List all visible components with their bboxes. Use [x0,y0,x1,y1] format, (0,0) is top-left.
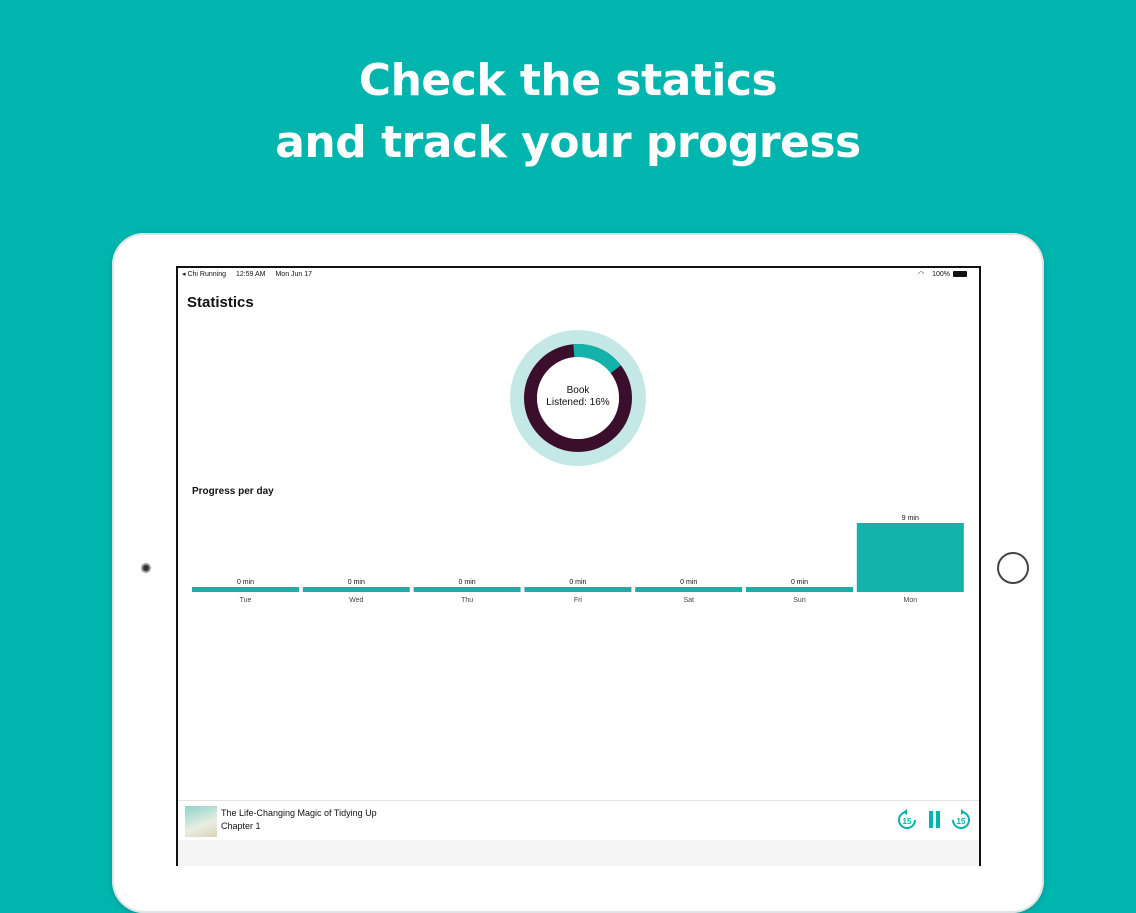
x-tick-label: Sun [793,597,806,604]
svg-text:15: 15 [957,817,966,826]
page-title: Statistics [187,294,254,311]
bar-mon [856,523,964,592]
donut-label: Book Listened: 16% [530,385,626,409]
skip-forward-15-button[interactable]: 15 [950,809,972,831]
status-bar: ◂ Chi Running 12:59 AM Mon Jun 17 ◠ 100% [182,270,975,280]
progress-bar-chart: 0 min Tue 0 min Wed 0 min Thu 0 min Fri 0 min Sat… [192,515,964,604]
headline-line-1: Check the statics [358,55,778,106]
headline: Check the statics and track your progres… [0,50,1136,174]
donut-progress-arc [524,344,632,452]
back-to-app-link[interactable]: ◂ Chi Running [182,271,226,278]
status-date: Mon Jun 17 [275,271,313,278]
camera-icon [141,563,151,573]
bar-value-label: 0 min [680,579,697,586]
svg-text:15: 15 [903,817,912,826]
status-time: 12:59 AM [235,271,266,278]
bar-sat [635,587,743,592]
bar-sun [746,587,853,592]
donut-center [537,357,619,439]
bar-value-label: 0 min [459,579,476,586]
headline-line-2: and track your progress [275,117,861,168]
x-tick-label: Wed [349,597,363,604]
x-tick-label: Mon [903,597,917,604]
donut-label-line-2: Listened: 16% [546,397,610,408]
wifi-icon: ◠ [917,271,925,278]
bar-value-label: 0 min [348,579,365,586]
book-progress-donut [510,330,646,466]
bar-value-label: 0 min [569,579,586,586]
skip-back-15-button[interactable]: 15 [896,809,918,831]
donut-label-line-1: Book [566,385,590,396]
app-screen: ◂ Chi Running 12:59 AM Mon Jun 17 ◠ 100% … [176,266,981,866]
bar-wed [302,587,410,592]
progress-per-day-title: Progress per day [192,486,274,497]
x-tick-label: Thu [461,597,473,604]
player-book-title: The Life-Changing Magic of Tidying Up [221,808,377,818]
book-cover [185,806,217,837]
tab-bar [178,840,979,866]
bar-value-label: 0 min [237,579,254,586]
mini-player[interactable]: The Life-Changing Magic of Tidying Up Ch… [178,800,979,840]
x-tick-label: Sat [683,597,694,604]
bar-thu [413,587,521,592]
bar-tue [192,587,299,592]
battery-icon [953,271,967,278]
x-tick-label: Tue [240,597,252,604]
x-tick-label: Fri [574,597,583,604]
player-chapter: Chapter 1 [221,821,261,831]
bar-value-label: 0 min [791,579,808,586]
bar-fri [524,587,632,592]
battery-percent: 100% [932,271,950,278]
home-button[interactable] [997,552,1029,584]
bar-value-label: 9 min [902,515,919,522]
